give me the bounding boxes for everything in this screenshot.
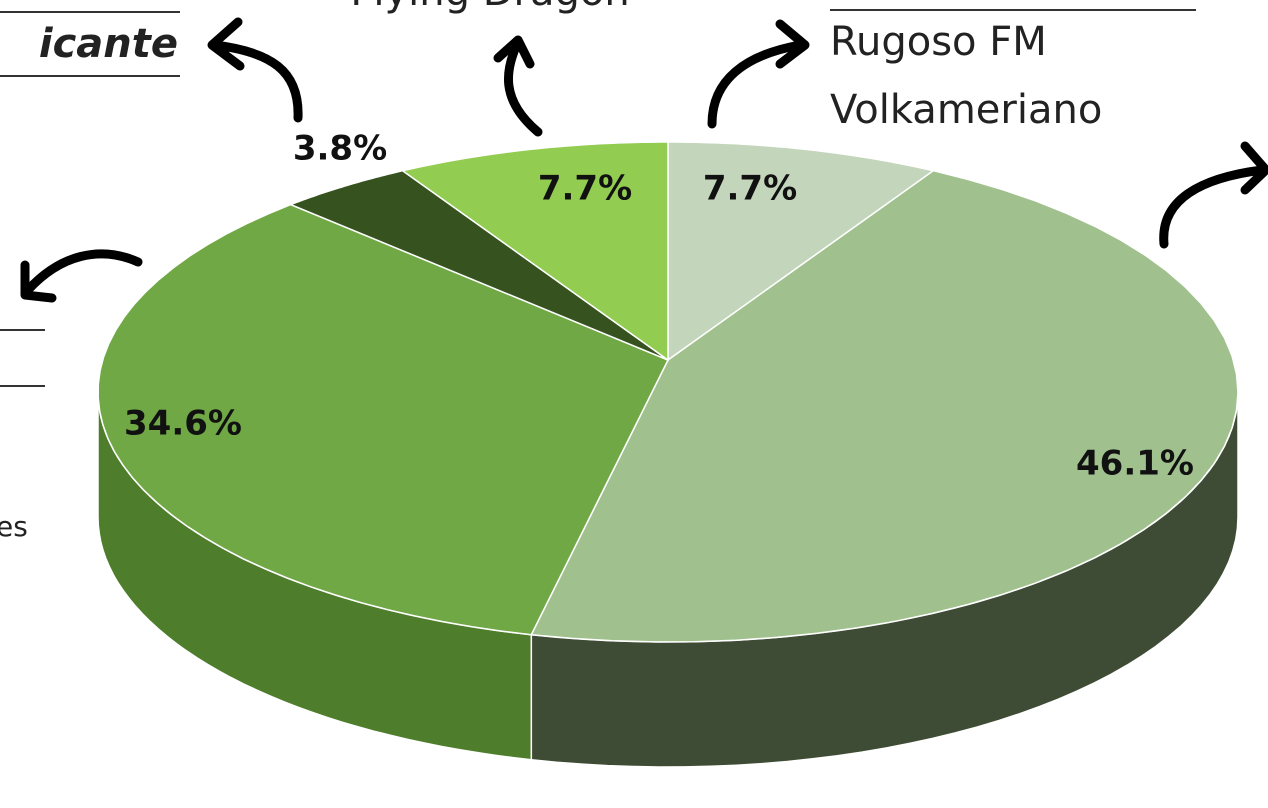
annotation: Flying Dragon <box>350 0 629 15</box>
data-label: 7.7% <box>538 169 632 209</box>
arrow <box>707 19 810 129</box>
annotation: Volkameriano <box>830 87 1102 133</box>
pie-slice <box>667 141 936 362</box>
pie-slice <box>400 141 669 362</box>
pie-slice <box>288 169 669 361</box>
annotation: icante <box>39 21 178 67</box>
data-label: 3.8% <box>293 129 387 169</box>
data-label: 7.7% <box>703 169 797 209</box>
pie-slice <box>97 203 670 636</box>
arrow <box>1159 141 1268 249</box>
data-label: 46.1% <box>1076 444 1194 484</box>
data-label: 34.6% <box>124 404 242 444</box>
annotation: es <box>0 510 28 543</box>
arrow <box>207 17 303 123</box>
arrow <box>20 249 143 303</box>
pie-slice <box>530 169 1239 643</box>
arrow <box>493 35 543 137</box>
annotation: Rugoso FM <box>830 19 1047 65</box>
